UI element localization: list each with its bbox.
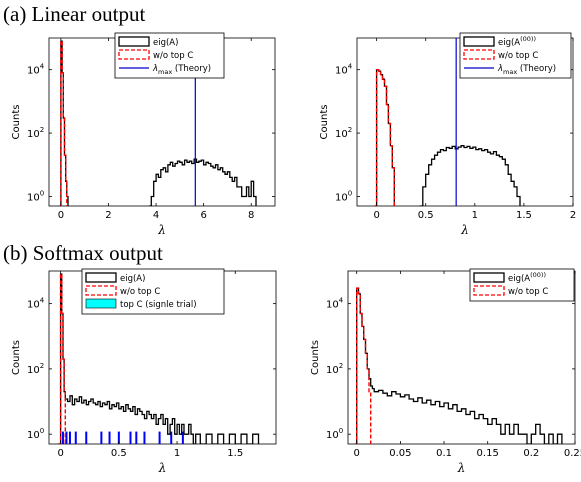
y-tick-label: 100 (27, 189, 44, 203)
y-axis-label: Counts (319, 105, 330, 140)
legend-label: eig(A(00)) (508, 271, 546, 284)
legend-box (114, 32, 225, 79)
legend-swatch-without-top-c (85, 285, 117, 296)
y-tick-label: 100 (27, 427, 44, 441)
legend-label: w/o top C (508, 287, 548, 297)
legend-swatch-without-top-c (118, 49, 150, 60)
y-tick-label: 102 (335, 126, 352, 140)
y-tick-label: 102 (27, 126, 44, 140)
x-tick-label: 0 (57, 448, 63, 459)
x-tick-label: 0.15 (477, 448, 499, 459)
top-c-bar (181, 431, 184, 444)
y-tick-label: 104 (326, 297, 344, 311)
x-tick-label: 1 (174, 448, 180, 459)
section-title-linear: (a) Linear output (3, 2, 146, 26)
x-tick-label: 1.5 (227, 448, 243, 459)
top-c-bar (100, 431, 103, 444)
y-axis-label: Counts (310, 340, 321, 375)
x-axis-label: λ (157, 223, 166, 237)
y-tick-label: 104 (27, 63, 45, 77)
y-axis-label: Counts (11, 340, 22, 375)
y-tick-label: 104 (27, 297, 45, 311)
legend-swatch-top-c (85, 298, 117, 309)
legend-swatch-without-top-c (473, 285, 505, 296)
top-c-bar (61, 431, 64, 444)
series-eig-line (419, 145, 521, 206)
top-c-bar (85, 431, 88, 444)
x-tick-label: 8 (248, 210, 254, 221)
y-tick-label: 100 (335, 189, 352, 203)
x-tick-label: 2 (570, 210, 576, 221)
series-without-top-c-line (355, 287, 372, 444)
legend-label: eig(A) (153, 38, 178, 48)
x-tick-label: 0.5 (111, 448, 127, 459)
legend-box (459, 32, 572, 79)
legend-swatch-eig (118, 36, 150, 47)
plot-data-group (355, 287, 563, 444)
legend-label: eig(A) (120, 274, 145, 284)
top-c-bar (117, 431, 120, 444)
legend-swatch-without-top-c (463, 49, 495, 60)
y-tick-label: 100 (326, 427, 343, 441)
legend-label: eig(A(00)) (498, 35, 536, 48)
x-tick-label: 2 (105, 210, 111, 221)
series-eig-line (374, 69, 395, 206)
x-tick-label: 0 (354, 448, 360, 459)
histogram-panel-b-left: 0 0.5 1 1.5 100 102 104 λ Counts eig(A) w/o top C t… (11, 268, 277, 475)
y-axis-label: Counts (11, 105, 22, 140)
series-without-top-c-line (58, 273, 66, 444)
histogram-panel-a-right: 0 0.5 1 1.5 2 100 102 104 λ Counts eig(A(00)) w/o t… (319, 32, 576, 237)
plot-data-group (58, 273, 260, 444)
legend-label: λmax (Theory) (497, 64, 556, 76)
series-eig-line (148, 158, 257, 206)
top-c-bar (143, 431, 146, 444)
y-tick-label: 102 (326, 362, 343, 376)
plot-data-group (374, 69, 521, 206)
legend-box (469, 268, 575, 302)
legend-swatch-eig (85, 272, 117, 283)
x-tick-label: 0.25 (564, 448, 581, 459)
top-c-bar (108, 431, 111, 444)
y-tick-label: 102 (27, 362, 44, 376)
x-axis-label: λ (457, 461, 466, 475)
legend-swatch-eig (463, 36, 495, 47)
x-tick-label: 0 (58, 210, 64, 221)
plot-frame (347, 270, 576, 445)
x-tick-label: 1 (472, 210, 478, 221)
legend-label: w/o top C (153, 51, 193, 61)
legend-label: λmax (Theory) (152, 64, 211, 76)
section-title-softmax: (b) Softmax output (3, 241, 163, 265)
top-c-bar (170, 431, 173, 444)
series-eig-line (355, 287, 563, 444)
x-tick-label: 1.5 (516, 210, 532, 221)
x-tick-label: 0 (373, 210, 379, 221)
legend-label: w/o top C (120, 287, 160, 297)
histogram-panel-b-right: 0 0.05 0.1 0.15 0.2 0.25 100 102 104 λ Counts eig(A… (310, 268, 581, 475)
plot-data-group (59, 40, 257, 206)
x-axis-label: λ (460, 223, 469, 237)
x-tick-label: 0.1 (436, 448, 452, 459)
top-c-bar (158, 431, 161, 444)
top-c-bar (135, 431, 138, 444)
top-c-bar (74, 431, 77, 444)
legend-label: w/o top C (498, 51, 538, 61)
x-tick-label: 0.2 (523, 448, 539, 459)
y-tick-label: 104 (335, 63, 353, 77)
series-without-top-c-line (374, 69, 395, 206)
top-c-bar (129, 431, 132, 444)
x-tick-label: 6 (200, 210, 206, 221)
x-tick-label: 0.5 (418, 210, 434, 221)
x-axis-label: λ (158, 461, 167, 475)
top-c-bar (68, 431, 71, 444)
legend-label: top C (signle trial) (120, 300, 197, 310)
histogram-panel-a-left: 0 2 4 6 8 100 102 104 λ Counts eig(A) w/o top C λmax… (11, 32, 276, 237)
legend-swatch-eig (473, 272, 505, 283)
series-eig-line (58, 273, 260, 444)
top-c-bar (65, 431, 68, 444)
x-tick-label: 0.05 (389, 448, 411, 459)
x-tick-label: 4 (153, 210, 159, 221)
